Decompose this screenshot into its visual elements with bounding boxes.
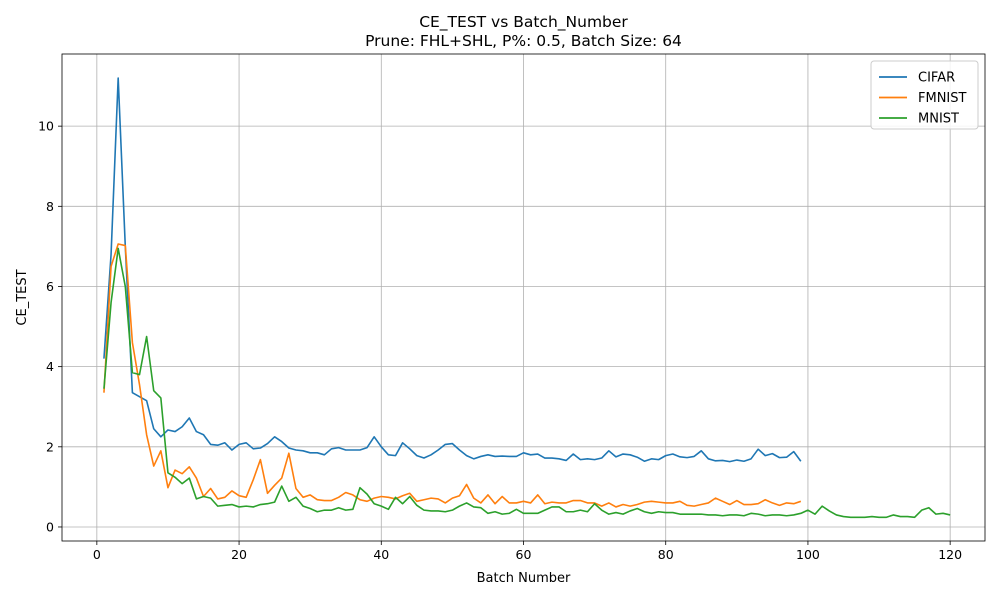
y-tick-label: 2 xyxy=(46,439,54,454)
x-tick-label: 100 xyxy=(796,547,820,562)
series-line-mnist xyxy=(103,247,951,519)
y-axis-label: CE_TEST xyxy=(15,269,30,325)
x-tick-label: 120 xyxy=(938,547,962,562)
legend: CIFAR FMNIST MNIST xyxy=(870,60,979,130)
legend-label-cifar: CIFAR xyxy=(918,71,955,86)
y-tick-label: 10 xyxy=(38,119,54,134)
x-tick-label: 20 xyxy=(231,547,247,562)
axis-ticks: 0 20 40 60 80 100 120 0 2 4 6 8 10 xyxy=(38,119,962,562)
series-lines xyxy=(103,77,951,519)
x-axis-label: Batch Number xyxy=(477,571,571,586)
y-tick-label: 6 xyxy=(46,279,54,294)
legend-label-fmnist: FMNIST xyxy=(918,91,967,106)
x-tick-label: 0 xyxy=(93,547,101,562)
x-tick-label: 60 xyxy=(516,547,532,562)
y-tick-label: 0 xyxy=(46,519,54,534)
x-tick-label: 40 xyxy=(373,547,389,562)
chart-subtitle: Prune: FHL+SHL, P%: 0.5, Batch Size: 64 xyxy=(365,32,682,50)
series-line-fmnist xyxy=(103,243,802,508)
chart-title: CE_TEST vs Batch_Number xyxy=(419,13,628,32)
legend-box xyxy=(870,60,979,130)
x-tick-label: 80 xyxy=(658,547,674,562)
y-tick-label: 4 xyxy=(46,359,54,374)
series-line-cifar xyxy=(103,77,802,463)
legend-label-mnist: MNIST xyxy=(918,112,959,127)
grid xyxy=(62,54,985,541)
y-tick-label: 8 xyxy=(46,199,54,214)
